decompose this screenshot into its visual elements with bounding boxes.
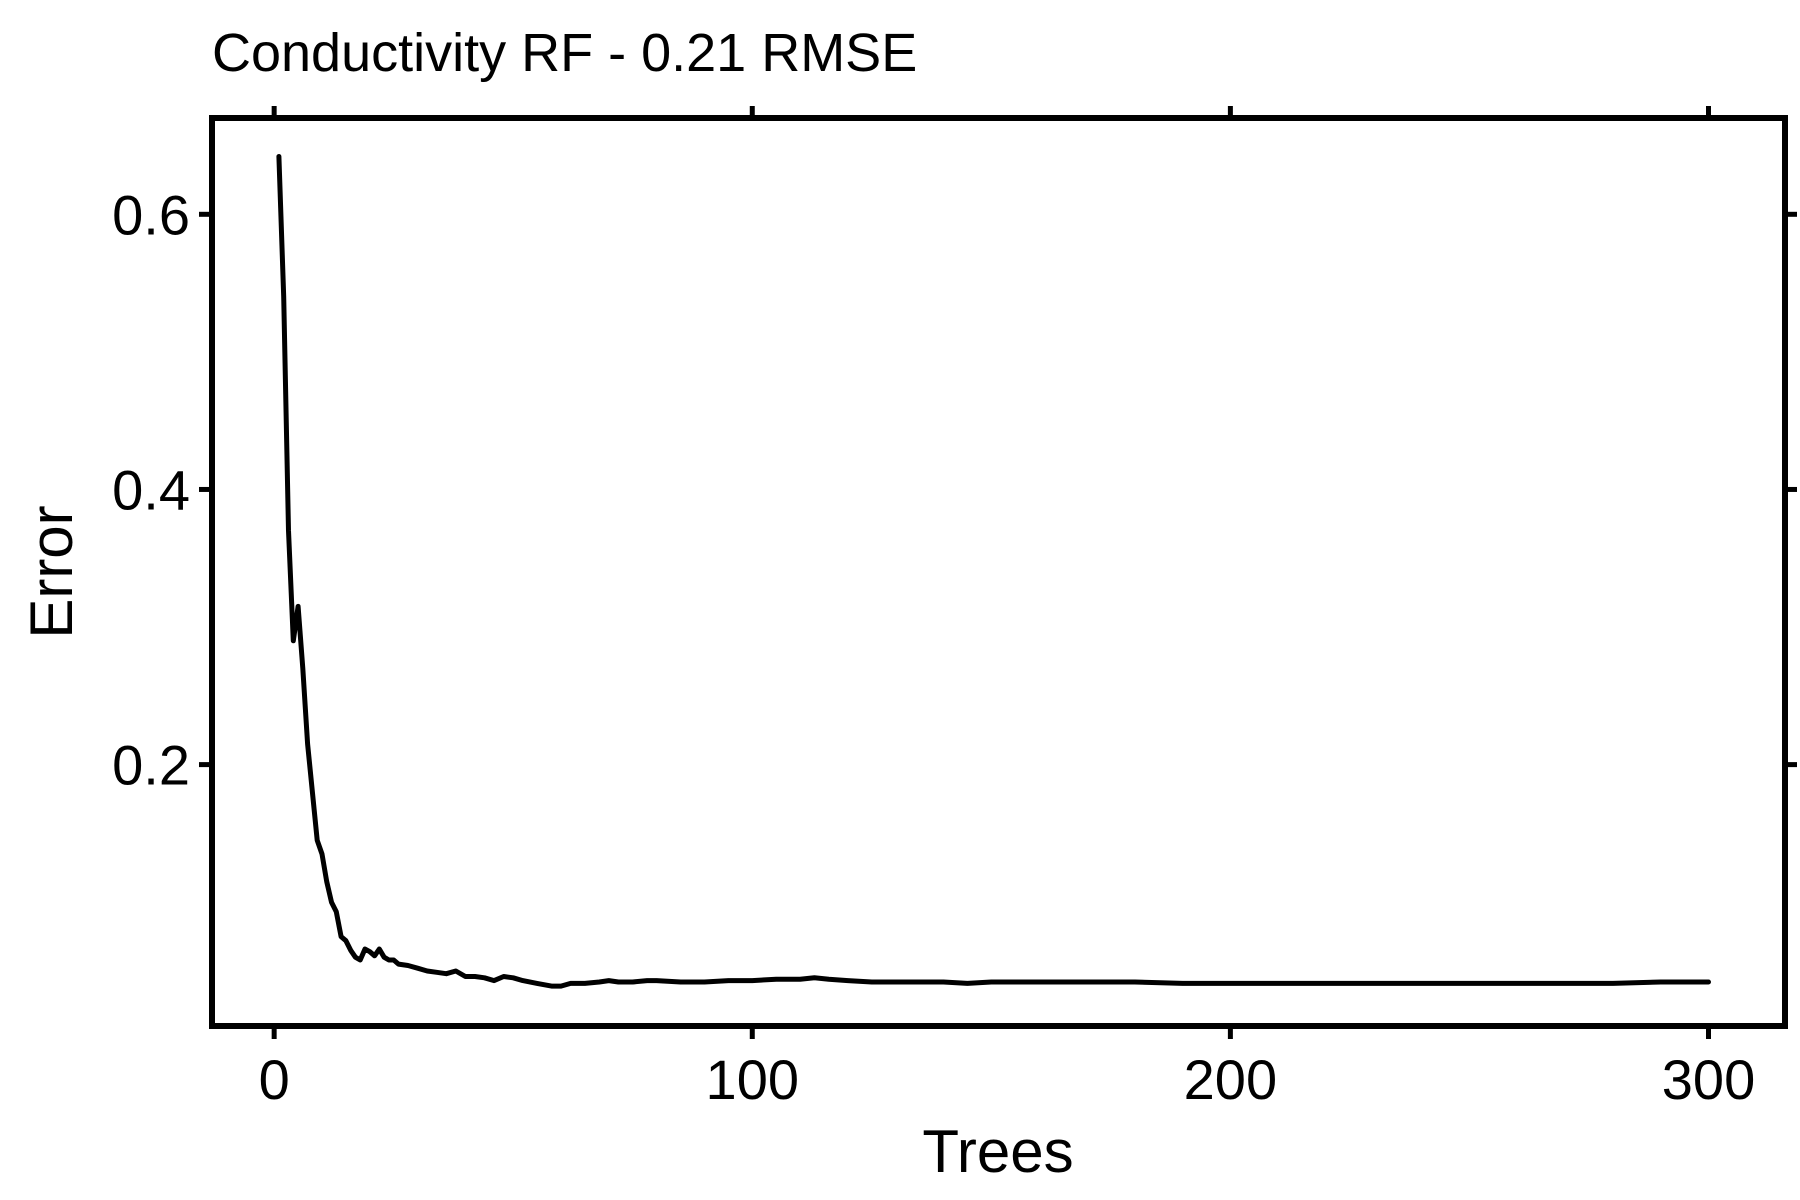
y-axis-ticks: 0.2 0.4 0.6 bbox=[112, 183, 1797, 797]
x-tick-label: 200 bbox=[1184, 1048, 1277, 1111]
y-tick-label: 0.2 bbox=[112, 734, 190, 797]
plot-panel bbox=[209, 115, 1788, 1029]
chart-title: Conductivity RF - 0.21 RMSE bbox=[212, 23, 917, 83]
y-tick-label: 0.6 bbox=[112, 183, 190, 246]
x-axis-label: Trees bbox=[922, 1118, 1073, 1185]
x-tick-label: 300 bbox=[1662, 1048, 1755, 1111]
x-tick-label: 100 bbox=[706, 1048, 799, 1111]
x-axis-ticks: 0 100 200 300 bbox=[259, 106, 1755, 1111]
y-axis-label: Error bbox=[18, 505, 85, 638]
x-tick-label: 0 bbox=[259, 1048, 290, 1111]
error-line bbox=[276, 154, 1711, 989]
y-tick-label: 0.4 bbox=[112, 458, 190, 521]
